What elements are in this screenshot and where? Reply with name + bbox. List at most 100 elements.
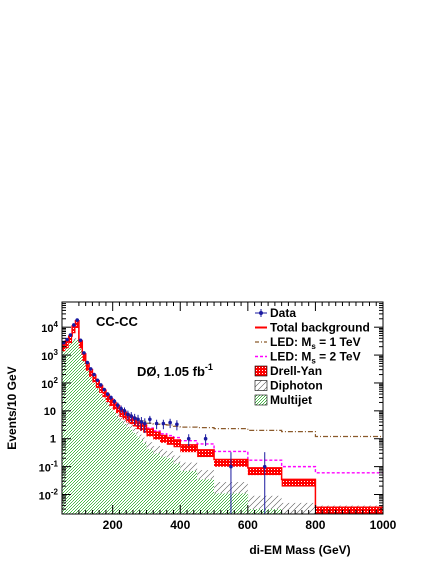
legend-item-multijet: Multijet [254,393,312,407]
data-point [95,378,100,383]
multijet-bar [173,463,181,514]
drell-yan-bar [112,402,117,410]
y-tick-label: 10-2 [39,488,59,503]
x-axis-label: di-EM Mass (GeV) [249,543,350,557]
multijet-bar [99,394,103,514]
multijet-bar [166,458,174,514]
data-point [161,421,166,426]
diphoton-bar [180,462,198,471]
drell-yan-bar [99,385,103,393]
legend-label-dipho: Diphoton [270,379,323,393]
data-point [136,417,140,422]
legend-item-total: Total background [255,321,370,335]
diphoton-bar [126,422,130,427]
multijet-bar [78,348,83,514]
multijet-bar [72,340,76,514]
legend-swatch-dipho [254,380,268,391]
multijet-bar [116,417,120,514]
diphoton-bar [166,451,174,459]
drell-yan-bar [82,353,86,362]
multijet-bar [82,360,86,514]
drell-yan-bar [75,320,79,328]
x-tick-label: 400 [170,518,190,532]
y-tick-label: 102 [41,376,58,391]
diphoton-bar [119,416,123,421]
data-point [105,392,110,396]
data-point [92,372,96,377]
diphoton-bar [112,408,117,413]
legend-swatch-dy [254,365,268,377]
legend-item-led1: LED: Ms = 1 TeV [255,335,361,351]
multijet-bar [95,388,100,514]
y-tick-label: 1 [50,434,56,446]
diphoton-bar [75,337,79,340]
data-point [119,406,123,411]
drell-yan-bar [85,363,90,371]
drell-yan-bar [119,409,123,417]
legend-label-led1: LED: Ms = 1 TeV [270,335,361,351]
multijet-bar [197,479,215,514]
multijet-bar [139,440,144,514]
multijet-bar [143,443,147,514]
diphoton-bar [116,412,120,418]
diphoton-bar [146,442,154,450]
diphoton-bar [139,434,144,441]
legend-item-dipho: Diphoton [254,379,323,393]
data-point [68,333,73,337]
multijet-bar [68,342,73,514]
multijet-bar [105,403,110,514]
diphoton-bar [153,445,160,454]
plot-area [62,318,383,514]
diphoton-bar [136,431,140,437]
drell-yan-bar [89,369,93,377]
legend-label-data: Data [270,306,296,320]
x-tick-label: 200 [103,518,123,532]
data-point [132,416,137,420]
diphoton-bar [109,404,113,409]
diphoton-bar [281,502,316,514]
drell-yan-bar [281,479,316,487]
multijet-bar [122,423,127,514]
drell-yan-bar [65,340,69,349]
diphoton-bar [72,338,76,341]
diphoton-bar [143,437,147,444]
legend-label-total: Total background [270,321,370,335]
drell-yan-bar [95,380,100,388]
data-point [186,436,191,441]
drell-yan-bar [180,444,198,453]
legend-label-dy: Drell-Yan [270,364,322,378]
data-point [102,387,107,392]
diphoton-bar [129,425,133,430]
drell-yan-bar [68,336,73,344]
data-point [78,338,83,343]
legend-item-data: Data [255,306,296,320]
data-point [85,360,90,365]
drell-yan-bar [122,412,127,420]
data-point [112,399,117,404]
y-tick-label: 10-1 [39,460,59,475]
data-point [148,417,152,422]
multijet-bar [129,429,133,514]
diphoton-bar [197,470,215,480]
drell-yan-bar [159,435,167,443]
drell-yan-bar [102,390,106,398]
multijet-bar [92,382,96,514]
multijet-bar [75,339,79,514]
drell-yan-bar [146,429,154,437]
plot-frame [61,301,384,515]
drell-yan-bar [105,394,110,402]
experiment-label: DØ, 1.05 fb-1 [137,362,213,379]
drell-yan-bar [173,440,181,448]
drell-yan-bar [62,343,66,352]
data-point [75,318,80,322]
y-tick-label: 104 [41,320,58,335]
data-point [82,351,86,355]
multijet-bar [102,398,106,514]
data-point [129,414,134,418]
multijet-bar [126,426,130,514]
multijet-bar [65,343,69,514]
multijet-bar [109,408,113,514]
legend-label-multijet: Multijet [270,393,312,407]
multijet-bar [146,449,154,514]
